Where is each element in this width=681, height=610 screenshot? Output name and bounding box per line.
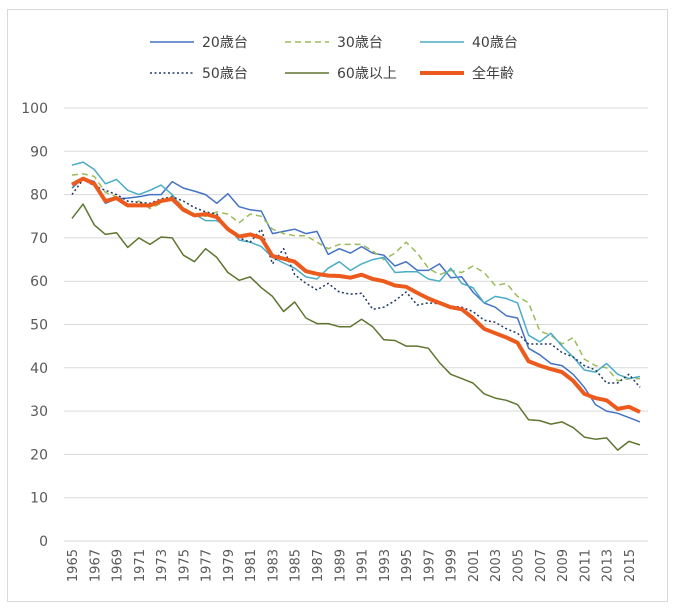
x-tick-label: 1981 (244, 549, 259, 582)
x-tick-label: 2003 (489, 549, 504, 582)
legend-label: 20歳台 (202, 35, 248, 51)
x-tick-label: 1993 (378, 549, 393, 582)
legend-label: 50歳台 (202, 66, 248, 82)
x-tick-label: 1977 (200, 549, 215, 582)
y-tick-label: 0 (39, 534, 48, 550)
x-tick-label: 1987 (311, 549, 326, 582)
x-tick-label: 1989 (333, 549, 348, 582)
x-tick-label: 2015 (623, 549, 638, 582)
y-tick-label: 40 (30, 361, 48, 377)
x-tick-label: 1975 (177, 549, 192, 582)
x-tick-label: 2011 (578, 549, 593, 582)
series-line-5 (71, 203, 641, 451)
y-tick-label: 90 (30, 144, 48, 160)
y-tick-label: 50 (30, 318, 48, 334)
x-tick-label: 1991 (356, 549, 371, 582)
chart-frame (7, 9, 668, 602)
x-tick-label: 2009 (556, 549, 571, 582)
x-tick-label: 2005 (511, 549, 526, 582)
x-tick-label: 1973 (155, 549, 170, 582)
x-tick-label: 1999 (445, 549, 460, 582)
y-tick-label: 20 (30, 447, 48, 463)
legend-label: 40歳台 (472, 35, 518, 51)
x-tick-label: 1967 (88, 549, 103, 582)
legend-label: 60歳以上 (337, 66, 397, 82)
x-tick-label: 1997 (422, 549, 437, 582)
x-axis-ticks: 1965 1967 1969 1971 1973 1975 1977 1979 1981 1983… (66, 549, 638, 582)
x-tick-label: 1965 (66, 549, 81, 582)
x-tick-label: 1971 (133, 549, 148, 582)
y-tick-label: 60 (30, 274, 48, 290)
y-tick-label: 80 (30, 188, 48, 204)
series-lines (71, 161, 641, 451)
x-tick-label: 2007 (534, 549, 549, 582)
x-tick-label: 1985 (289, 549, 304, 582)
x-tick-label: 1995 (400, 549, 415, 582)
y-tick-label: 100 (21, 101, 48, 117)
x-tick-label: 1979 (222, 549, 237, 582)
y-tick-label: 70 (30, 231, 48, 247)
y-axis-ticks: 0 10 20 30 40 50 60 70 80 90 100 (21, 101, 48, 550)
series-line-1 (71, 177, 641, 423)
x-tick-label: 1969 (111, 549, 126, 582)
x-tick-label: 2001 (467, 549, 482, 582)
y-tick-label: 10 (30, 491, 48, 507)
x-tick-label: 2013 (601, 549, 616, 582)
gridlines (64, 107, 648, 542)
series-line-6 (71, 176, 641, 414)
legend-label: 30歳台 (337, 35, 383, 51)
x-tick-label: 1983 (266, 549, 281, 582)
series-line-3 (71, 161, 641, 380)
y-tick-label: 30 (30, 404, 48, 420)
legend: 20歳台 30歳台 40歳台 50歳台 60歳以上 全年齢 (150, 35, 518, 82)
series-line-4 (71, 178, 641, 388)
legend-label: 全年齢 (472, 65, 514, 82)
